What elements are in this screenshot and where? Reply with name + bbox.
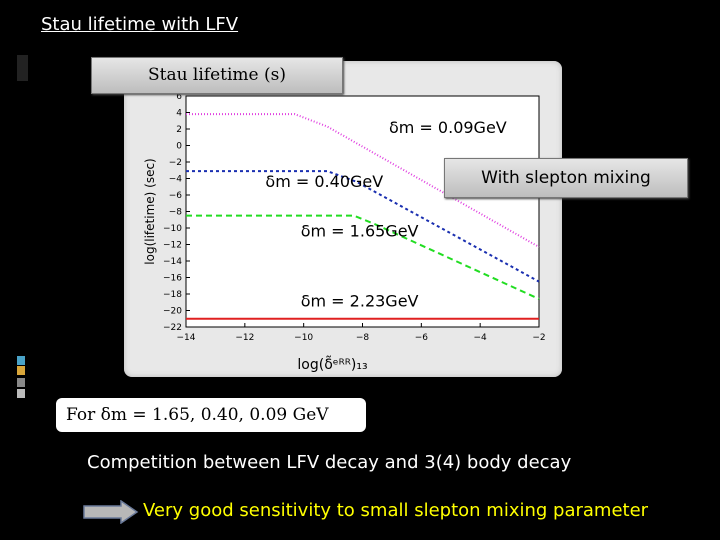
deco-square [17,356,25,365]
series-annotation: δm = 0.40GeV [265,172,383,191]
y-tick-label: −2 [169,158,182,168]
y-tick-label: −20 [163,307,182,317]
y-tick-label: 0 [176,142,182,152]
stau-lifetime-label: Stau lifetime (s) [91,57,343,94]
series-annotation: δm = 0.09GeV [389,118,507,137]
y-tick-label: 2 [176,125,182,135]
y-tick-label: −6 [169,191,183,201]
x-tick-label: −6 [415,333,429,343]
series-annotation: δm = 1.65GeV [301,221,419,240]
series-line [186,214,540,300]
x-tick-label: −12 [235,333,254,343]
plot-area [185,95,540,328]
competition-text: Competition between LFV decay and 3(4) b… [87,452,572,473]
y-axis-label: log(lifetime) (sec) [143,158,157,264]
arrow-right-icon [83,500,139,524]
lifetime-chart: −14 −12 −10 −8 −6 −4 −2 6 4 2 0 −2 −4 −6 −8 −10 −12 −14 −1… [143,92,546,373]
y-tick-label: −10 [163,224,182,234]
x-tick-label: −4 [474,333,488,343]
y-tick-label: −8 [169,208,183,218]
slepton-mixing-label: With slepton mixing [444,158,688,198]
left-decoration-strip [0,0,28,540]
deco-square [17,366,25,375]
x-tick-label: −8 [356,333,370,343]
plot-frame: −14 −12 −10 −8 −6 −4 −2 6 4 2 0 −2 −4 −6 −8 −10 −12 −14 −1… [124,61,562,377]
mass-splitting-formula: For δm = 1.65, 0.40, 0.09 GeV [56,398,366,432]
y-tick-label: −16 [163,274,182,284]
series-line [186,170,540,283]
slide-title: Stau lifetime with LFV [41,14,239,35]
x-tick-label: −2 [532,333,545,343]
y-tick-label: 6 [176,92,182,102]
x-tick-label: −14 [177,333,196,343]
series-line [186,113,540,248]
y-tick-label: −18 [163,290,182,300]
y-tick-label: −12 [163,241,182,251]
y-tick-label: −22 [163,323,182,333]
y-tick-label: 4 [176,109,182,119]
x-tick-label: −10 [294,333,313,343]
y-tick-label: −14 [163,257,182,267]
x-axis-label: log(δ̃ᵉᴿᴿ)₁₃ [297,355,367,373]
sensitivity-text: Very good sensitivity to small slepton m… [143,500,649,521]
slide-marker [17,55,28,81]
y-tick-label: −4 [169,175,183,185]
deco-square [17,389,25,398]
deco-square [17,378,25,387]
series-annotation: δm = 2.23GeV [301,291,419,310]
